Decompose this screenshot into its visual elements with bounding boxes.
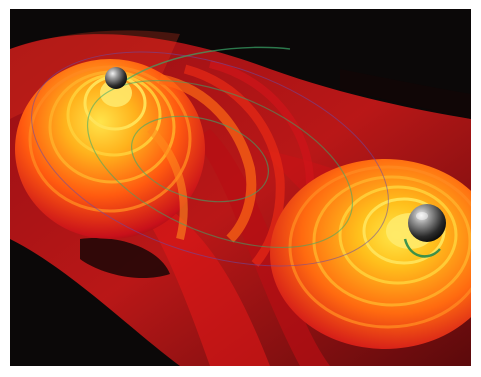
black-hole-top-left — [105, 67, 127, 89]
orbit-trails — [31, 46, 441, 267]
wave-bands-middle — [147, 60, 314, 267]
black-hole-bottom-right — [408, 204, 446, 242]
simulation-image — [10, 9, 471, 366]
shadow-regions — [80, 69, 471, 279]
wave-scene-canvas — [10, 9, 471, 366]
